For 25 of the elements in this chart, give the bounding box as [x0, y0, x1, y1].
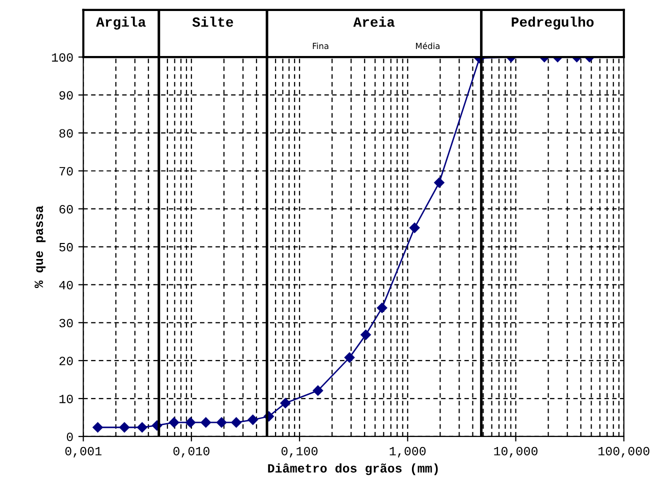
y-tick-label: 10: [59, 394, 73, 404]
y-tick-label: 70: [60, 167, 73, 176]
text: Areia: [353, 16, 395, 27]
y-tick-label: 50: [59, 242, 73, 252]
text: Silte: [192, 16, 234, 27]
x-tick-label: 1,000: [390, 446, 426, 458]
x-tick-label: 10,000: [494, 446, 538, 458]
y-axis-title: % que passa: [34, 206, 46, 288]
text: Argila: [96, 16, 146, 30]
y-tick-label: 100: [52, 53, 73, 62]
y-tick-label: 30: [59, 318, 73, 328]
y-tick-label: 0: [66, 432, 73, 442]
text: Fina: [312, 42, 328, 50]
x-tick-label: 0,010: [173, 446, 210, 458]
x-tick-label: 100,000: [598, 446, 650, 458]
text: Pedregulho: [512, 16, 594, 30]
x-tick-label: 0,001: [65, 446, 102, 458]
text: Média: [416, 42, 440, 50]
y-tick-label: 20: [59, 356, 73, 366]
x-axis-title: Diâmetro dos grãos (mm): [268, 463, 438, 476]
y-tick-label: 40: [59, 280, 73, 290]
x-tick-label: 0,100: [282, 446, 318, 458]
y-tick-label: 80: [59, 129, 73, 138]
y-tick-label: 90: [59, 91, 73, 100]
y-tick-label: 60: [60, 204, 73, 214]
